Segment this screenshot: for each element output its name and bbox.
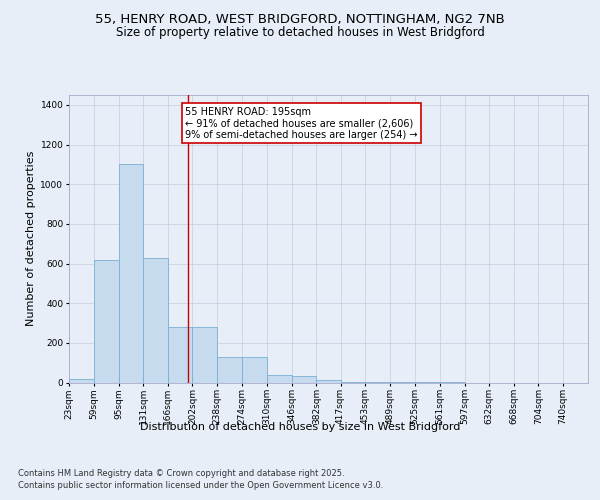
Bar [267, 374, 292, 382]
Text: 55, HENRY ROAD, WEST BRIDGFORD, NOTTINGHAM, NG2 7NB: 55, HENRY ROAD, WEST BRIDGFORD, NOTTINGH… [95, 12, 505, 26]
Bar [217, 356, 242, 382]
Bar [69, 378, 94, 382]
Text: Contains HM Land Registry data © Crown copyright and database right 2025.: Contains HM Land Registry data © Crown c… [18, 469, 344, 478]
Bar [193, 327, 217, 382]
Bar [143, 258, 167, 382]
Text: Distribution of detached houses by size in West Bridgford: Distribution of detached houses by size … [140, 422, 460, 432]
Bar [242, 356, 267, 382]
Text: Contains public sector information licensed under the Open Government Licence v3: Contains public sector information licen… [18, 481, 383, 490]
Bar [292, 376, 316, 382]
Bar [119, 164, 143, 382]
Bar [316, 380, 341, 382]
Bar [94, 260, 119, 382]
Text: Size of property relative to detached houses in West Bridgford: Size of property relative to detached ho… [116, 26, 484, 39]
Text: 55 HENRY ROAD: 195sqm
← 91% of detached houses are smaller (2,606)
9% of semi-de: 55 HENRY ROAD: 195sqm ← 91% of detached … [185, 107, 418, 140]
Y-axis label: Number of detached properties: Number of detached properties [26, 151, 36, 326]
Bar [167, 327, 193, 382]
